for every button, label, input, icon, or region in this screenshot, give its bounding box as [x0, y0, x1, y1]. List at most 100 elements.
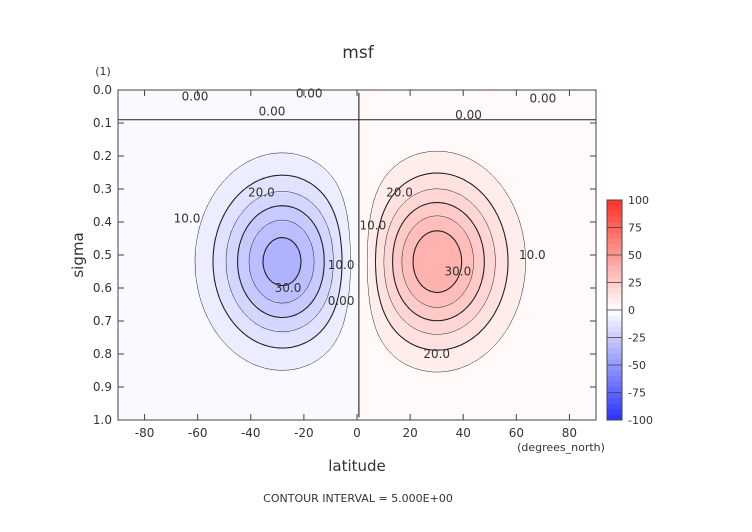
- field-cell: [277, 292, 282, 297]
- field-cell: [273, 172, 278, 178]
- field-cell: [313, 312, 318, 318]
- field-cell: [129, 197, 135, 202]
- field-cell: [333, 201, 338, 206]
- field-cell: [309, 378, 314, 384]
- field-cell: [118, 354, 123, 359]
- field-cell: [257, 304, 262, 310]
- field-cell: [173, 226, 179, 231]
- field-cell: [325, 382, 330, 388]
- field-cell: [197, 407, 203, 413]
- field-cell: [297, 415, 302, 421]
- field-cell: [345, 180, 350, 186]
- field-cell: [301, 189, 306, 194]
- field-cell: [141, 358, 147, 363]
- field-cell: [217, 172, 222, 178]
- field-cell: [317, 345, 322, 351]
- field-cell: [185, 275, 191, 281]
- field-cell: [321, 387, 326, 392]
- field-cell: [157, 304, 163, 310]
- field-cell: [189, 189, 195, 194]
- field-cell: [145, 391, 151, 396]
- field-cell: [225, 118, 230, 124]
- field-cell: [249, 387, 254, 392]
- field-cell: [257, 143, 262, 149]
- field-cell: [337, 370, 342, 376]
- field-cell: [241, 238, 246, 244]
- field-cell: [257, 374, 262, 380]
- field-cell: [165, 296, 171, 301]
- field-cell: [237, 288, 242, 293]
- field-cell: [321, 123, 326, 128]
- field-cell: [205, 399, 211, 404]
- field-cell: [209, 271, 214, 277]
- field-cell: [157, 255, 163, 260]
- field-cell: [269, 184, 274, 190]
- field-cell: [329, 246, 334, 252]
- field-cell: [169, 205, 175, 211]
- field-cell: [293, 164, 298, 169]
- field-cell: [313, 403, 318, 409]
- field-cell: [281, 407, 286, 413]
- field-cell: [249, 135, 254, 140]
- field-cell: [189, 304, 195, 310]
- field-cell: [245, 201, 250, 206]
- field-cell: [293, 395, 298, 400]
- field-cell: [197, 168, 203, 173]
- field-cell: [233, 362, 238, 367]
- field-cell: [345, 358, 350, 363]
- field-cell: [201, 267, 207, 272]
- field-cell: [133, 354, 139, 359]
- field-cell: [121, 184, 127, 190]
- field-cell: [265, 238, 270, 244]
- field-cell: [213, 102, 218, 107]
- field-cell: [145, 271, 151, 277]
- field-cell: [289, 184, 294, 190]
- field-cell: [337, 234, 342, 239]
- field-cell: [265, 135, 270, 140]
- field-cell: [201, 164, 207, 169]
- field-cell: [193, 106, 199, 112]
- field-cell: [253, 114, 258, 120]
- field-cell: [237, 403, 242, 409]
- field-cell: [269, 222, 274, 227]
- field-cell: [281, 329, 286, 334]
- field-cell: [205, 164, 211, 169]
- field-cell: [197, 354, 203, 359]
- field-cell: [241, 267, 246, 272]
- field-cell: [221, 172, 226, 178]
- field-cell: [301, 374, 306, 380]
- field-cell: [289, 102, 294, 107]
- field-cell: [313, 226, 318, 231]
- field-cell: [241, 411, 246, 417]
- field-cell: [321, 156, 326, 161]
- field-cell: [345, 411, 350, 417]
- field-cell: [129, 378, 135, 384]
- field-cell: [293, 180, 298, 186]
- field-cell: [229, 304, 234, 310]
- field-cell: [325, 378, 330, 384]
- field-cell: [189, 168, 195, 173]
- field-cell: [118, 271, 123, 277]
- field-cell: [173, 358, 179, 363]
- field-cell: [185, 366, 191, 371]
- field-cell: [249, 250, 254, 256]
- field-cell: [309, 370, 314, 376]
- field-cell: [341, 279, 346, 285]
- field-cell: [213, 288, 218, 293]
- field-cell: [325, 209, 330, 215]
- field-cell: [345, 345, 350, 351]
- field-cell: [201, 234, 207, 239]
- field-cell: [285, 156, 290, 161]
- field-cell: [185, 345, 191, 351]
- field-cell: [225, 399, 230, 404]
- field-cell: [309, 118, 314, 124]
- field-cell: [118, 160, 123, 165]
- field-cell: [137, 160, 143, 165]
- field-cell: [245, 250, 250, 256]
- field-cell: [205, 308, 211, 314]
- field-cell: [125, 160, 131, 165]
- field-cell: [221, 263, 226, 268]
- field-cell: [173, 184, 179, 190]
- field-cell: [317, 316, 322, 322]
- field-cell: [233, 147, 238, 153]
